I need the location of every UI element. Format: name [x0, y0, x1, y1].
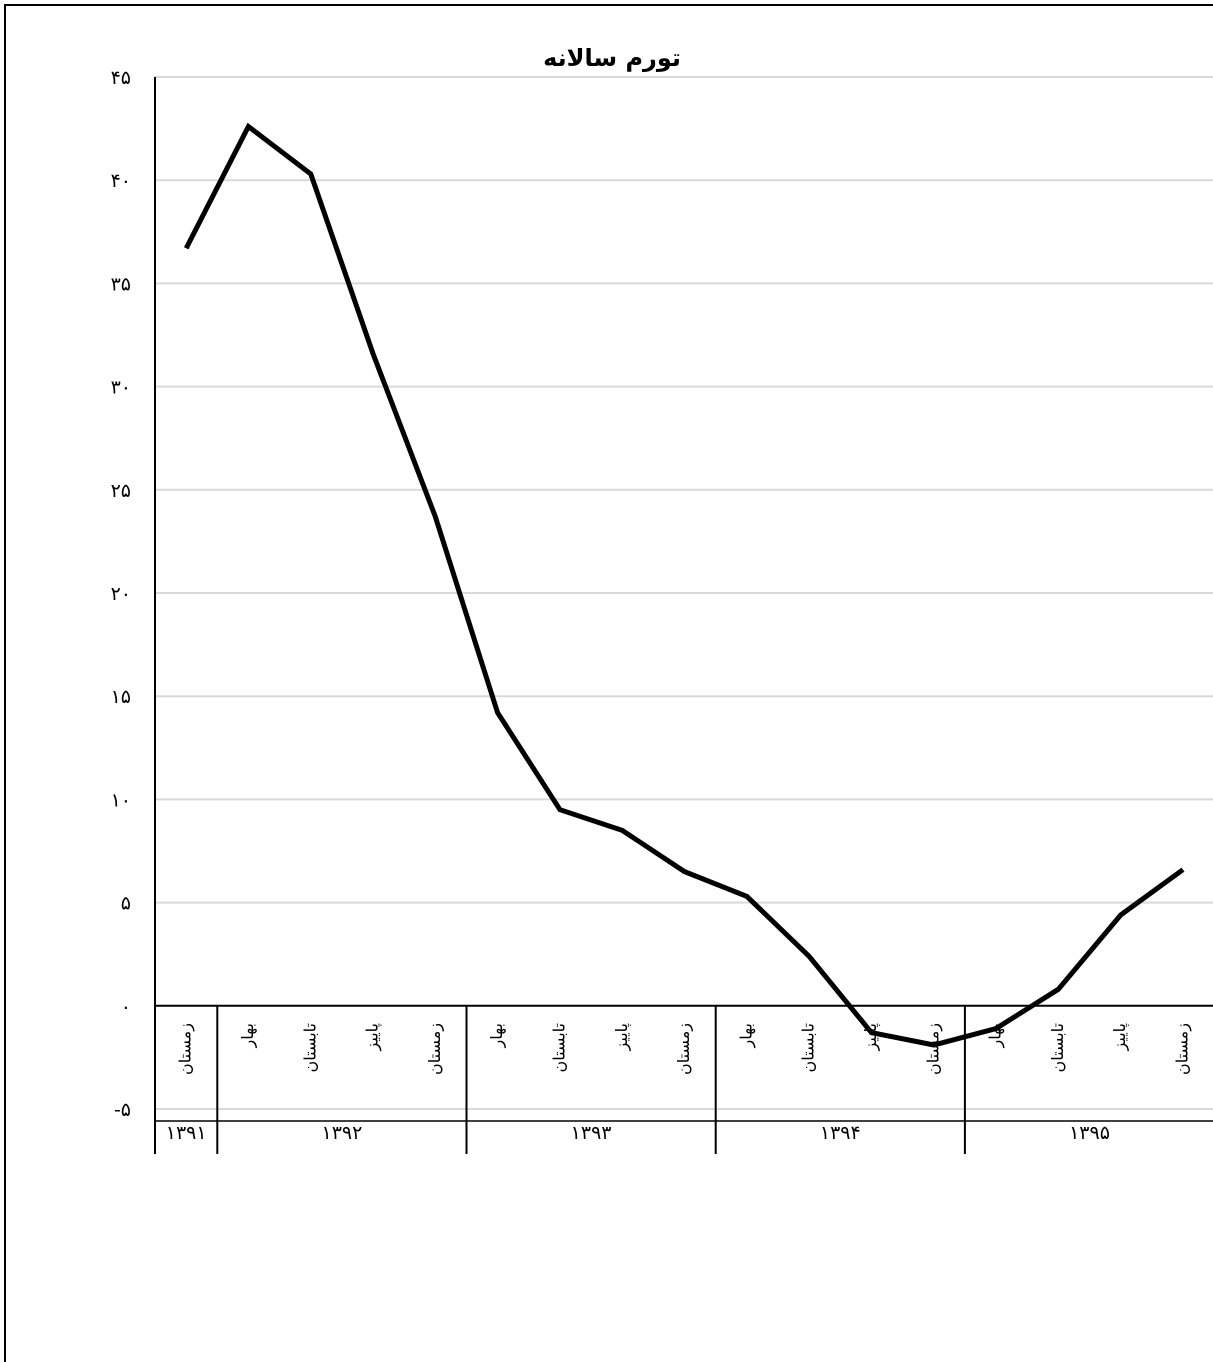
year-label: ۱۳۹۴	[820, 1122, 861, 1144]
y-tick-label: ۴۵	[111, 67, 131, 89]
category-label: زمستان	[1172, 1023, 1192, 1075]
chart-frame	[4, 4, 1213, 1362]
y-axis-ticks: ۴۵ ۴۰ ۳۵ ۳۰ ۲۵ ۲۰ ۱۵ ۱۰ ۵ ۰ -۵	[111, 67, 131, 1121]
category-label: پاییز	[861, 1023, 881, 1051]
y-tick-label: ۳۰	[111, 377, 131, 399]
y-tick-label: ۵	[121, 893, 131, 915]
year-label: ۱۳۹۱	[166, 1122, 207, 1144]
y-tick-label: ۳۵	[111, 273, 131, 295]
category-label: تابستان	[1048, 1023, 1067, 1073]
category-label: بهار	[238, 1023, 258, 1048]
category-label: زمستان	[923, 1023, 943, 1075]
category-label: زمستان	[176, 1023, 196, 1075]
y-tick-label: ۲۰	[111, 583, 131, 605]
year-label: ۱۳۹۳	[571, 1122, 612, 1144]
y-tick-label: -۵	[114, 1099, 131, 1121]
series-line	[183, 122, 1185, 1048]
y-tick-label: ۱۰	[111, 789, 131, 811]
y-tick-label: ۲۵	[111, 480, 131, 502]
category-label: بهار	[736, 1023, 756, 1048]
chart-title: تورم سالانه	[543, 44, 681, 72]
category-label: بهار	[487, 1023, 507, 1048]
y-tick-label: ۴۰	[111, 170, 131, 192]
y-tick-label: ۰	[121, 996, 131, 1018]
gridlines	[155, 76, 1213, 1110]
category-label: زمستان	[674, 1023, 694, 1075]
category-label: تابستان	[799, 1023, 818, 1073]
category-label: پاییز	[1110, 1023, 1130, 1051]
x-axis-years: ۱۳۹۱ ۱۳۹۲ ۱۳۹۳ ۱۳۹۴ ۱۳۹۵	[166, 1122, 1110, 1144]
category-label: زمستان	[425, 1023, 445, 1075]
series-layer	[183, 122, 1185, 1048]
x-axis-categories: زمستان بهار تابستان پاییز زمستان بهار تابستان پ…	[176, 1023, 1193, 1075]
year-label: ۱۳۹۲	[321, 1122, 362, 1144]
category-label: پاییز	[612, 1023, 632, 1051]
y-tick-label: ۱۵	[111, 686, 131, 708]
category-label: تابستان	[300, 1023, 319, 1073]
year-label: ۱۳۹۵	[1069, 1122, 1110, 1144]
category-label: تابستان	[549, 1023, 568, 1073]
category-label: پاییز	[363, 1023, 383, 1051]
